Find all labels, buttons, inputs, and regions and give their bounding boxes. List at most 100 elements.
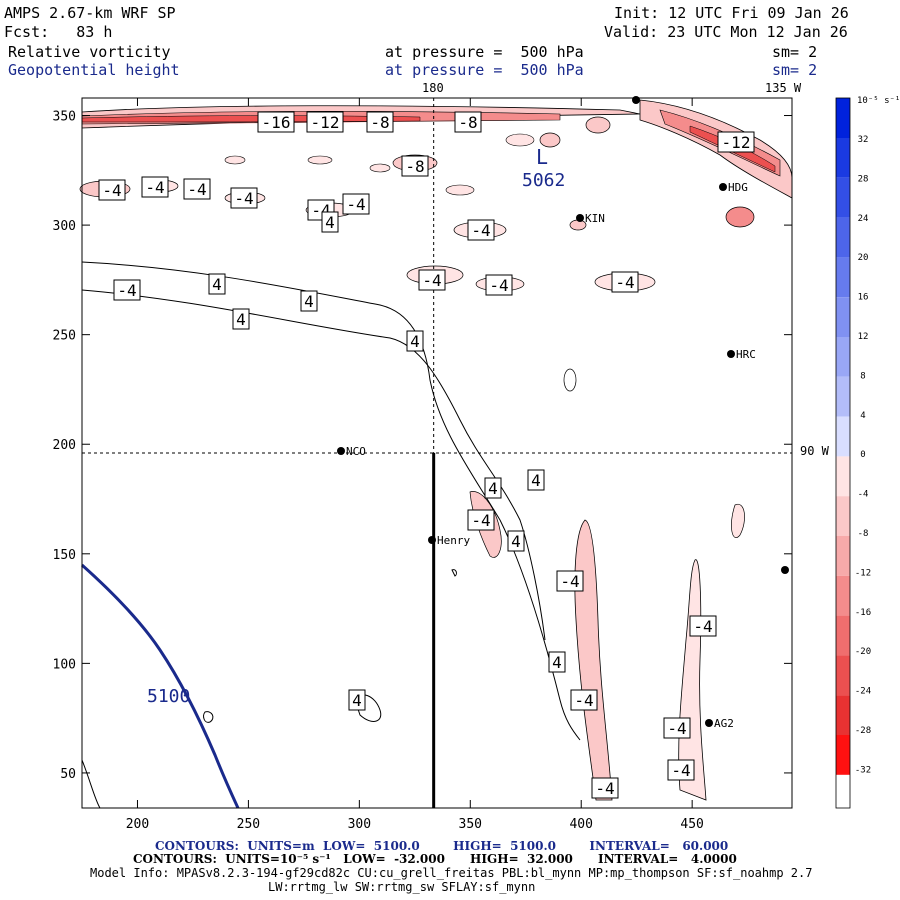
colorbar: 10⁻⁵ s⁻¹ 32 28 24 20 16 12 8 4 0 -4 -8 -12 -16 -20 -24 -… bbox=[835, 96, 900, 809]
crosshair-lines bbox=[82, 98, 792, 808]
colorbar-segment bbox=[836, 98, 850, 138]
station-marker bbox=[632, 96, 640, 104]
contour-label-box bbox=[485, 274, 513, 296]
station-label-henry: Henry bbox=[437, 534, 470, 547]
contour-label: -4 bbox=[187, 180, 206, 199]
colorbar-unit: 10⁻⁵ s⁻¹ bbox=[857, 96, 900, 106]
colorbar-tick-label: 24 bbox=[858, 214, 869, 224]
field1-name: Relative vorticity bbox=[8, 43, 171, 61]
colorbar-segment bbox=[836, 337, 850, 377]
station-marker bbox=[428, 536, 436, 544]
x-tick-label: 350 bbox=[459, 817, 482, 832]
station-label-hdg: HDG bbox=[728, 181, 748, 194]
y-tick-label: 150 bbox=[53, 548, 76, 563]
contour-label: -4 bbox=[615, 273, 634, 292]
colorbar-tick-label: 8 bbox=[860, 371, 865, 381]
lon-180-label: 180 bbox=[422, 81, 444, 95]
colorbar-tick-label: -16 bbox=[855, 608, 871, 618]
colorbar-tick-label: 0 bbox=[860, 450, 865, 460]
height-label-5062: 5062 bbox=[522, 170, 565, 191]
contour-label: 4 bbox=[304, 292, 314, 311]
contour-label-box bbox=[556, 570, 584, 592]
lon-90w-label: 90 W bbox=[800, 444, 830, 458]
field2-level: at pressure = 500 hPa bbox=[385, 61, 584, 79]
contour-label-box bbox=[467, 219, 495, 241]
y-tick-label: 250 bbox=[53, 329, 76, 344]
station-label-kin: KIN bbox=[585, 212, 605, 225]
colorbar-segment bbox=[836, 177, 850, 218]
station-marker bbox=[719, 183, 727, 191]
colorbar-segment bbox=[836, 138, 850, 178]
contour-label-box bbox=[591, 777, 619, 799]
contour-label: -4 bbox=[560, 572, 579, 591]
colorbar-frame bbox=[835, 97, 851, 809]
contour-label-box bbox=[232, 308, 250, 330]
field2-name: Geopotential height bbox=[8, 61, 180, 79]
contour-label: 4 bbox=[488, 479, 498, 498]
contour-label-box bbox=[348, 689, 366, 711]
colorbar-tick-label: 12 bbox=[858, 332, 869, 342]
contour-label-box bbox=[208, 273, 226, 295]
x-tick-label: 400 bbox=[569, 817, 592, 832]
contour-label: -4 bbox=[471, 221, 490, 240]
height-label-5100: 5100 bbox=[147, 686, 190, 707]
colorbar-segment bbox=[836, 575, 850, 616]
colorbar-tick-label: -12 bbox=[855, 568, 871, 578]
contour-label: -4 bbox=[117, 281, 136, 300]
contour-label: -4 bbox=[667, 719, 686, 738]
station-marker bbox=[705, 719, 713, 727]
colorbar-segment bbox=[836, 376, 850, 417]
y-tick-label: 350 bbox=[53, 110, 76, 125]
contour-label: -12 bbox=[311, 113, 340, 132]
plot-frame bbox=[81, 97, 793, 809]
contour-label-box bbox=[667, 759, 695, 781]
contour-label-box bbox=[484, 477, 502, 499]
contour-label-box bbox=[113, 279, 141, 301]
field1-smooth: sm= 2 bbox=[772, 43, 818, 61]
contour-label-box bbox=[611, 271, 639, 293]
contour-label: 4 bbox=[212, 275, 222, 294]
contour-label: -4 bbox=[234, 189, 253, 208]
footer-model-info: Model Info: MPASv8.2.3-194-gf29cd82c CU:… bbox=[90, 866, 813, 880]
x-tick-label: 450 bbox=[680, 817, 703, 832]
colorbar-segment bbox=[836, 297, 850, 337]
colorbar-segment bbox=[836, 496, 850, 536]
forecast-hour: Fcst: 83 h bbox=[4, 23, 113, 41]
contour-label: -8 bbox=[405, 157, 424, 176]
contour-label-box bbox=[717, 131, 755, 153]
lon-135w-label: 135 W bbox=[765, 81, 802, 95]
colorbar-segment bbox=[836, 536, 850, 576]
contour-label-box bbox=[306, 111, 344, 133]
footer-vorticity-contours: CONTOURS: UNITS=10⁻⁵ s⁻¹ LOW= -32.000 HI… bbox=[133, 852, 737, 866]
map-labels: 180 135 W 90 W 5100 L 5062 bbox=[147, 81, 830, 707]
contour-label: 4 bbox=[236, 310, 246, 329]
model-title: AMPS 2.67-km WRF SP bbox=[4, 4, 176, 22]
contour-label: 4 bbox=[325, 213, 335, 232]
footer-physics-info: LW:rrtmg_lw SW:rrtmg_sw SFLAY:sf_mynn bbox=[268, 880, 536, 894]
colorbar-tick-label: -8 bbox=[858, 529, 869, 539]
contour-label: -4 bbox=[489, 276, 508, 295]
contour-labels: -16 -12 -8 -4 -12 -8 -4 -4 -8 -4 -4 -4 -4 -4 -4 -4 -4 -4 -… bbox=[98, 111, 755, 799]
contour-label-box bbox=[401, 155, 429, 177]
colorbar-tick-label: -32 bbox=[855, 765, 871, 775]
contour-label-box bbox=[183, 178, 211, 200]
low-marker: L bbox=[536, 145, 548, 169]
station-marker bbox=[576, 214, 584, 222]
init-time: Init: 12 UTC Fri 09 Jan 26 bbox=[614, 4, 849, 22]
contour-label: -4 bbox=[145, 178, 164, 197]
contour-label-box bbox=[141, 176, 169, 198]
contour-label: -16 bbox=[262, 113, 291, 132]
contour-label-box bbox=[230, 187, 258, 209]
station-marker bbox=[781, 566, 789, 574]
station-label-ag2: AG2 bbox=[714, 717, 734, 730]
stations: NCO Henry HRC HDG KIN AG2 bbox=[337, 96, 789, 730]
contour-label: 4 bbox=[552, 653, 562, 672]
contour-label: -4 bbox=[471, 511, 490, 530]
station-marker bbox=[337, 447, 345, 455]
colorbar-tick-label: 16 bbox=[858, 293, 869, 303]
colorbar-tick-label: 4 bbox=[860, 411, 865, 421]
contour-label-box bbox=[454, 111, 482, 133]
contour-label: 4 bbox=[511, 532, 521, 551]
contour-label-box bbox=[98, 179, 126, 201]
